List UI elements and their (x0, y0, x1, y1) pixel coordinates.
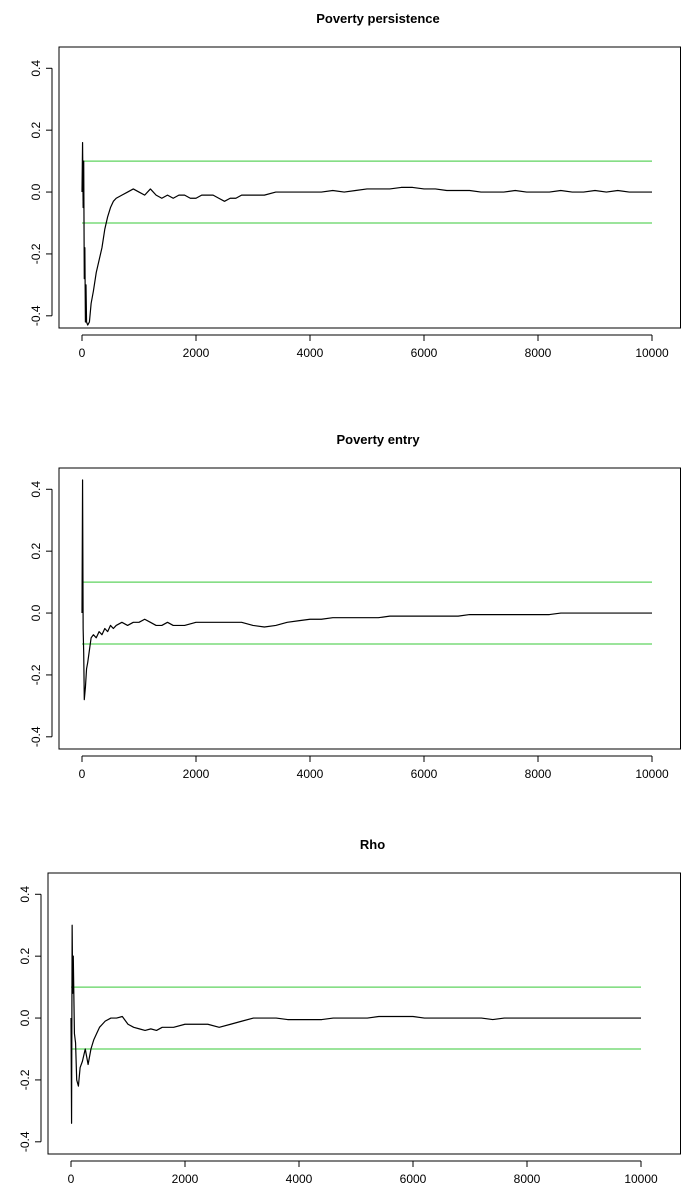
y-tick-label: -0.2 (29, 243, 43, 264)
x-tick-label: 6000 (411, 346, 438, 360)
plot-frame (47, 872, 681, 1155)
y-tick-label: -0.4 (29, 726, 43, 747)
chart-title: Poverty entry (336, 432, 420, 447)
x-tick-label: 4000 (297, 346, 324, 360)
x-tick-label: 0 (79, 767, 86, 781)
x-tick-label: 0 (79, 346, 86, 360)
y-tick-label: -0.4 (18, 1131, 32, 1152)
x-tick-label: 10000 (635, 346, 669, 360)
x-tick-label: 8000 (514, 1172, 541, 1184)
y-tick-label: -0.2 (18, 1069, 32, 1090)
x-tick-label: 10000 (635, 767, 669, 781)
trace-series-line (81, 141, 652, 326)
trace-panel-3: Rho 0 2000 4000 6000 8000 10000 -0.4 -0.2 0.0 0.2 0… (18, 837, 681, 1184)
x-tick-label: 4000 (297, 767, 324, 781)
x-tick-label: 2000 (183, 767, 210, 781)
y-tick-label: -0.4 (29, 305, 43, 326)
y-tick-label: 0.4 (29, 481, 43, 498)
x-tick-label: 2000 (172, 1172, 199, 1184)
x-tick-label: 8000 (525, 767, 552, 781)
plot-frame (58, 467, 681, 750)
y-tick-label: 0.0 (29, 183, 43, 200)
y-tick-label: 0.2 (29, 543, 43, 560)
x-tick-label: 6000 (400, 1172, 427, 1184)
plot-frame (58, 46, 681, 329)
y-tick-label: 0.4 (18, 886, 32, 903)
trace-panel-1: Poverty persistence 0 2000 4000 6000 8000 1000… (29, 11, 681, 360)
x-tick-label: 2000 (183, 346, 210, 360)
trace-series-line (70, 924, 641, 1124)
y-tick-label: 0.2 (18, 948, 32, 965)
y-tick-label: 0.2 (29, 122, 43, 139)
x-tick-label: 10000 (624, 1172, 658, 1184)
x-tick-label: 4000 (286, 1172, 313, 1184)
chart-title: Rho (360, 837, 385, 852)
x-tick-label: 0 (68, 1172, 75, 1184)
y-tick-label: 0.0 (18, 1009, 32, 1026)
trace-panel-2: Poverty entry 0 2000 4000 6000 8000 10000 -0.4 -… (29, 432, 681, 781)
x-tick-label: 6000 (411, 767, 438, 781)
y-tick-label: 0.0 (29, 604, 43, 621)
trace-series-line (81, 479, 652, 701)
x-tick-label: 8000 (525, 346, 552, 360)
y-tick-label: 0.4 (29, 60, 43, 77)
chart-title: Poverty persistence (316, 11, 440, 26)
y-tick-label: -0.2 (29, 664, 43, 685)
